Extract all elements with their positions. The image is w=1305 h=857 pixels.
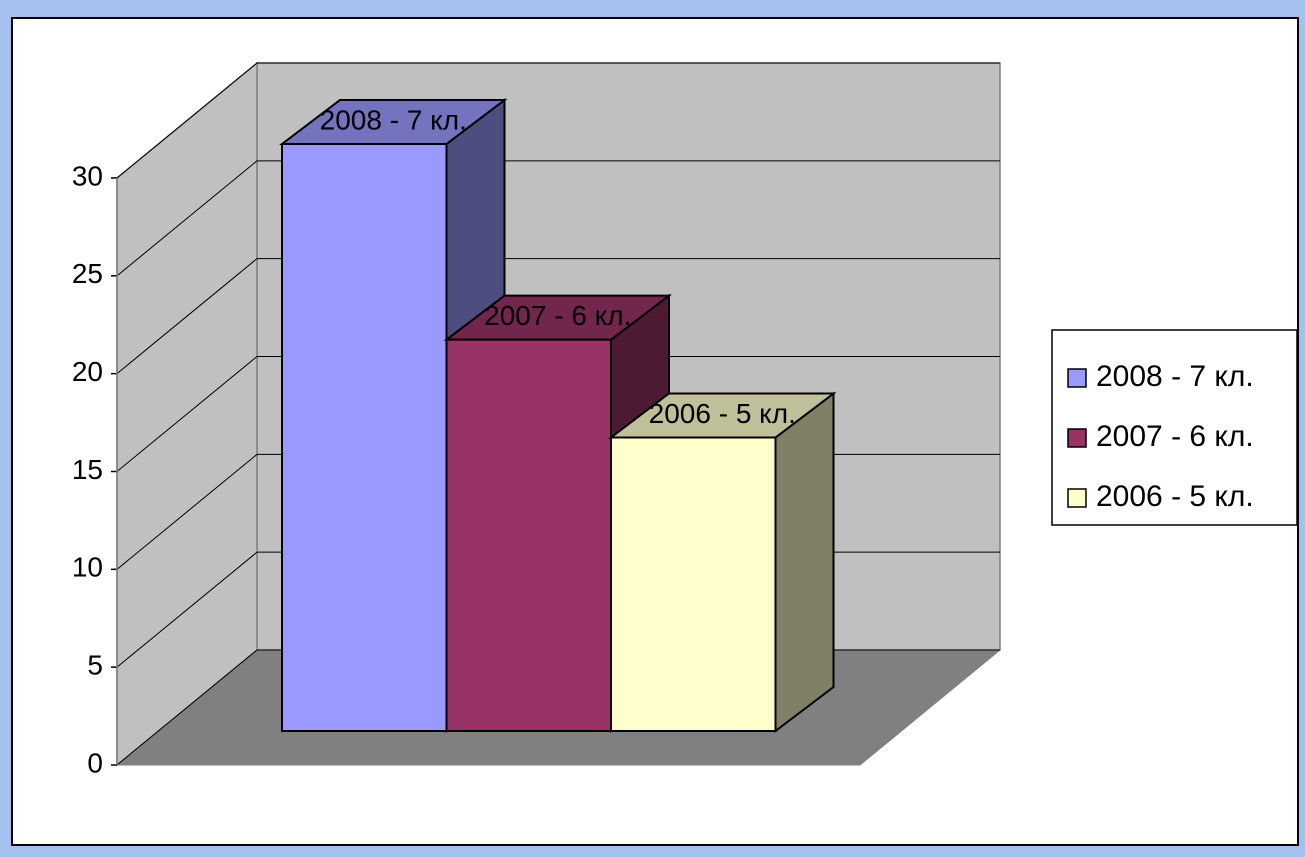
y-tick-label: 15	[72, 454, 103, 485]
y-tick-label: 25	[72, 258, 103, 289]
bar	[610, 436, 777, 732]
y-tick-label: 0	[87, 747, 103, 778]
bar-side	[774, 391, 835, 734]
legend-box	[1051, 329, 1298, 526]
bar	[445, 338, 612, 732]
data-label: 2007 - 6 кл.	[484, 300, 631, 331]
legend-label: 2006 - 5 кл.	[1096, 480, 1254, 513]
y-tick-label: 30	[72, 160, 103, 191]
y-tick-label: 5	[87, 650, 103, 681]
y-tick-label: 10	[72, 552, 103, 583]
grid-line	[116, 258, 1000, 375]
legend-label: 2007 - 6 кл.	[1096, 420, 1254, 453]
legend-swatch	[1067, 488, 1087, 508]
bar	[281, 143, 448, 732]
legend-swatch	[1067, 368, 1087, 388]
grid-line	[116, 160, 1000, 277]
legend-label: 2008 - 7 кл.	[1096, 360, 1254, 393]
data-label: 2006 - 5 кл.	[649, 398, 796, 429]
y-tick-label: 20	[72, 356, 103, 387]
data-label: 2008 - 7 кл.	[320, 104, 467, 135]
legend-swatch	[1067, 428, 1087, 448]
grid-line	[116, 356, 1000, 472]
grid-line	[116, 62, 1000, 179]
